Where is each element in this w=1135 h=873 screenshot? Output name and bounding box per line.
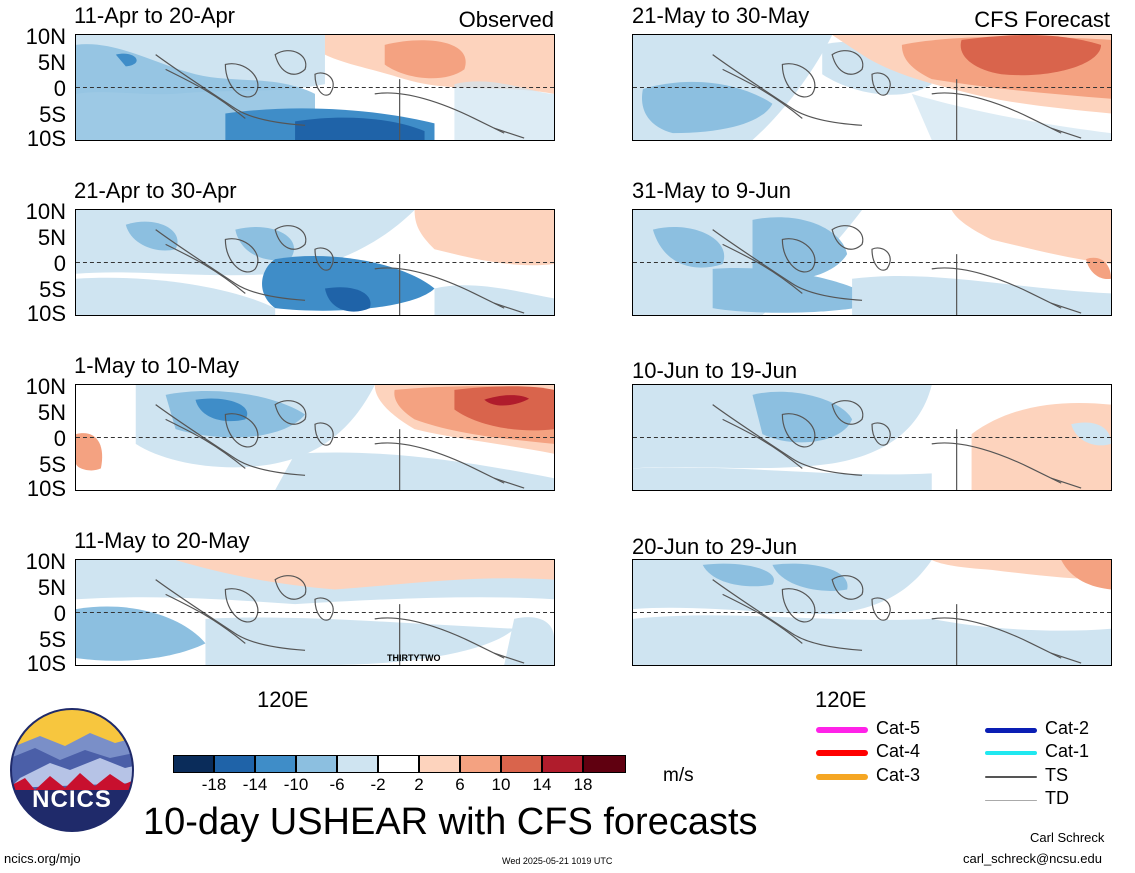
lat-10s: 10S [26,651,66,676]
lat-5n: 5N [37,225,66,250]
forecast-label: CFS Forecast [974,7,1110,32]
lat-10n: 10N [25,199,66,224]
panel-title-8: 20-Jun to 29-Jun [632,534,798,559]
lon-label-left: 120E [257,687,309,712]
lat-0: 0 [53,251,66,276]
colorbar-swatch-3 [255,755,296,773]
colorbar-tick: 14 [532,775,552,794]
logo-text: NCICS [32,786,112,813]
lat-5n: 5N [37,400,66,425]
colorbar-tick: -18 [201,775,227,794]
colorbar-tick: 18 [573,775,593,794]
colorbar-swatch-10 [542,755,583,773]
colorbar-swatch-1 [173,755,214,773]
colorbar-tick: -10 [283,775,309,794]
lat-10n: 10N [25,374,66,399]
map-panel-4: THIRTYTWO [75,559,555,666]
lat-5s: 5S [39,277,66,302]
legend-line [985,800,1037,801]
lat-5s: 5S [39,452,66,477]
footer-url: ncics.org/mjo [4,851,81,866]
lat-10s: 10S [26,126,66,151]
ncics-logo [10,708,134,832]
lat-10n: 10N [25,549,66,574]
panel-title-5: 21-May to 30-May [632,3,810,28]
colorbar-swatch-5 [337,755,378,773]
colorbar-tick: 10 [491,775,511,794]
observed-label: Observed [458,7,554,32]
panel-title-6: 31-May to 9-Jun [632,178,791,203]
map-panel-3 [75,384,555,491]
legend-label: Cat-4 [876,741,921,761]
units-label: m/s [663,765,694,786]
lat-10n: 10N [25,24,66,49]
legend-label: TD [1045,788,1069,808]
author-name: Carl Schreck [1030,830,1105,845]
lat-0: 0 [53,601,66,626]
colorbar-tick: 6 [455,775,465,794]
author-email: carl_schreck@ncsu.edu [963,851,1102,866]
lat-0: 0 [53,426,66,451]
lon-label-right: 120E [815,687,867,712]
lat-10s: 10S [26,301,66,326]
main-title: 10-day USHEAR with CFS forecasts [143,801,758,843]
legend-label: Cat-1 [1045,741,1090,761]
legend-line [985,776,1037,778]
colorbar-tick: -14 [242,775,268,794]
legend-label: Cat-2 [1045,718,1090,738]
colorbar-swatch-8 [460,755,501,773]
panel-title-7: 10-Jun to 19-Jun [632,358,798,383]
panel-title-4: 11-May to 20-May [74,528,250,553]
legend-line [816,727,868,733]
map-panel-6 [632,209,1112,316]
colorbar-swatch-4 [296,755,337,773]
colorbar-swatch-9 [501,755,542,773]
map-panel-2 [75,209,555,316]
colorbar-swatch-6 [378,755,419,773]
legend-label: Cat-5 [876,718,921,738]
lat-5s: 5S [39,627,66,652]
map-panel-7 [632,384,1112,491]
legend-line [816,774,868,780]
legend-line [816,750,868,756]
lat-5n: 5N [37,575,66,600]
panel-title-3: 1-May to 10-May [74,353,240,378]
panel-title-2: 21-Apr to 30-Apr [74,178,237,203]
lat-5s: 5S [39,102,66,127]
panel-title-1: 11-Apr to 20-Apr [74,3,236,28]
map-panel-5 [632,34,1112,141]
colorbar-tick: -2 [370,775,386,794]
footer-timestamp: Wed 2025-05-21 1019 UTC [502,856,613,866]
lat-5n: 5N [37,50,66,75]
colorbar-swatch-11 [583,755,626,773]
colorbar-swatch-2 [214,755,255,773]
lat-0: 0 [53,76,66,101]
legend-line [985,728,1037,733]
colorbar-swatch-7 [419,755,460,773]
colorbar-tick: -6 [329,775,345,794]
legend-line [985,751,1037,755]
colorbar-tick: 2 [414,775,424,794]
map-panel-8 [632,559,1112,666]
legend-label: TS [1045,765,1069,785]
map-panel-1 [75,34,555,141]
legend-label: Cat-3 [876,765,921,785]
lat-10s: 10S [26,476,66,501]
storm-label: THIRTYTWO [387,653,441,663]
